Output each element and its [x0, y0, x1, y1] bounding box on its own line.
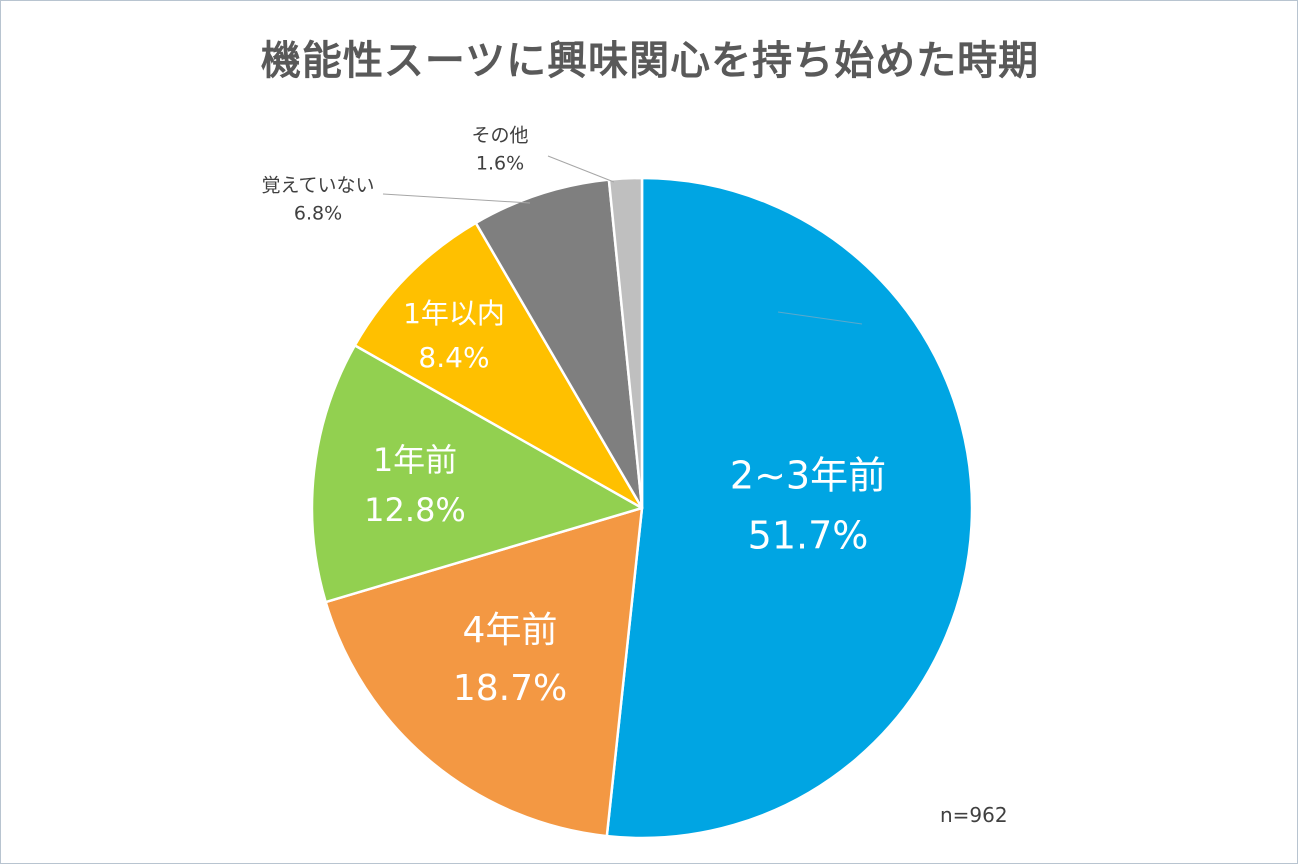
- slice-category-label: 覚えていない: [261, 175, 374, 197]
- slice-category-label: 1年以内: [403, 297, 505, 330]
- leader-line: [382, 193, 531, 204]
- slice-value-label: 1.6%: [476, 153, 524, 175]
- slice-value-label: 12.8%: [364, 491, 466, 529]
- pie-slice: [353, 221, 644, 510]
- slice-value-label: 51.7%: [748, 514, 869, 558]
- pie-slice: [474, 178, 644, 510]
- sample-size-note: n=962: [940, 803, 1008, 827]
- pie-slice: [324, 506, 644, 838]
- leader-line: [777, 311, 863, 325]
- slice-value-label: 6.8%: [294, 203, 342, 225]
- chart-title: 機能性スーツに興味関心を持ち始めた時期: [260, 38, 1040, 84]
- pie-slice: [310, 344, 644, 604]
- slice-value-label: 8.4%: [418, 341, 489, 374]
- slice-category-label: その他: [471, 125, 528, 147]
- slice-category-label: 4年前: [463, 610, 558, 651]
- leader-line: [547, 155, 615, 183]
- slice-category-label: 1年前: [373, 441, 457, 479]
- slice-category-label: 2~3年前: [730, 454, 886, 498]
- slice-value-label: 18.7%: [453, 668, 567, 709]
- pie-slice: [605, 176, 974, 840]
